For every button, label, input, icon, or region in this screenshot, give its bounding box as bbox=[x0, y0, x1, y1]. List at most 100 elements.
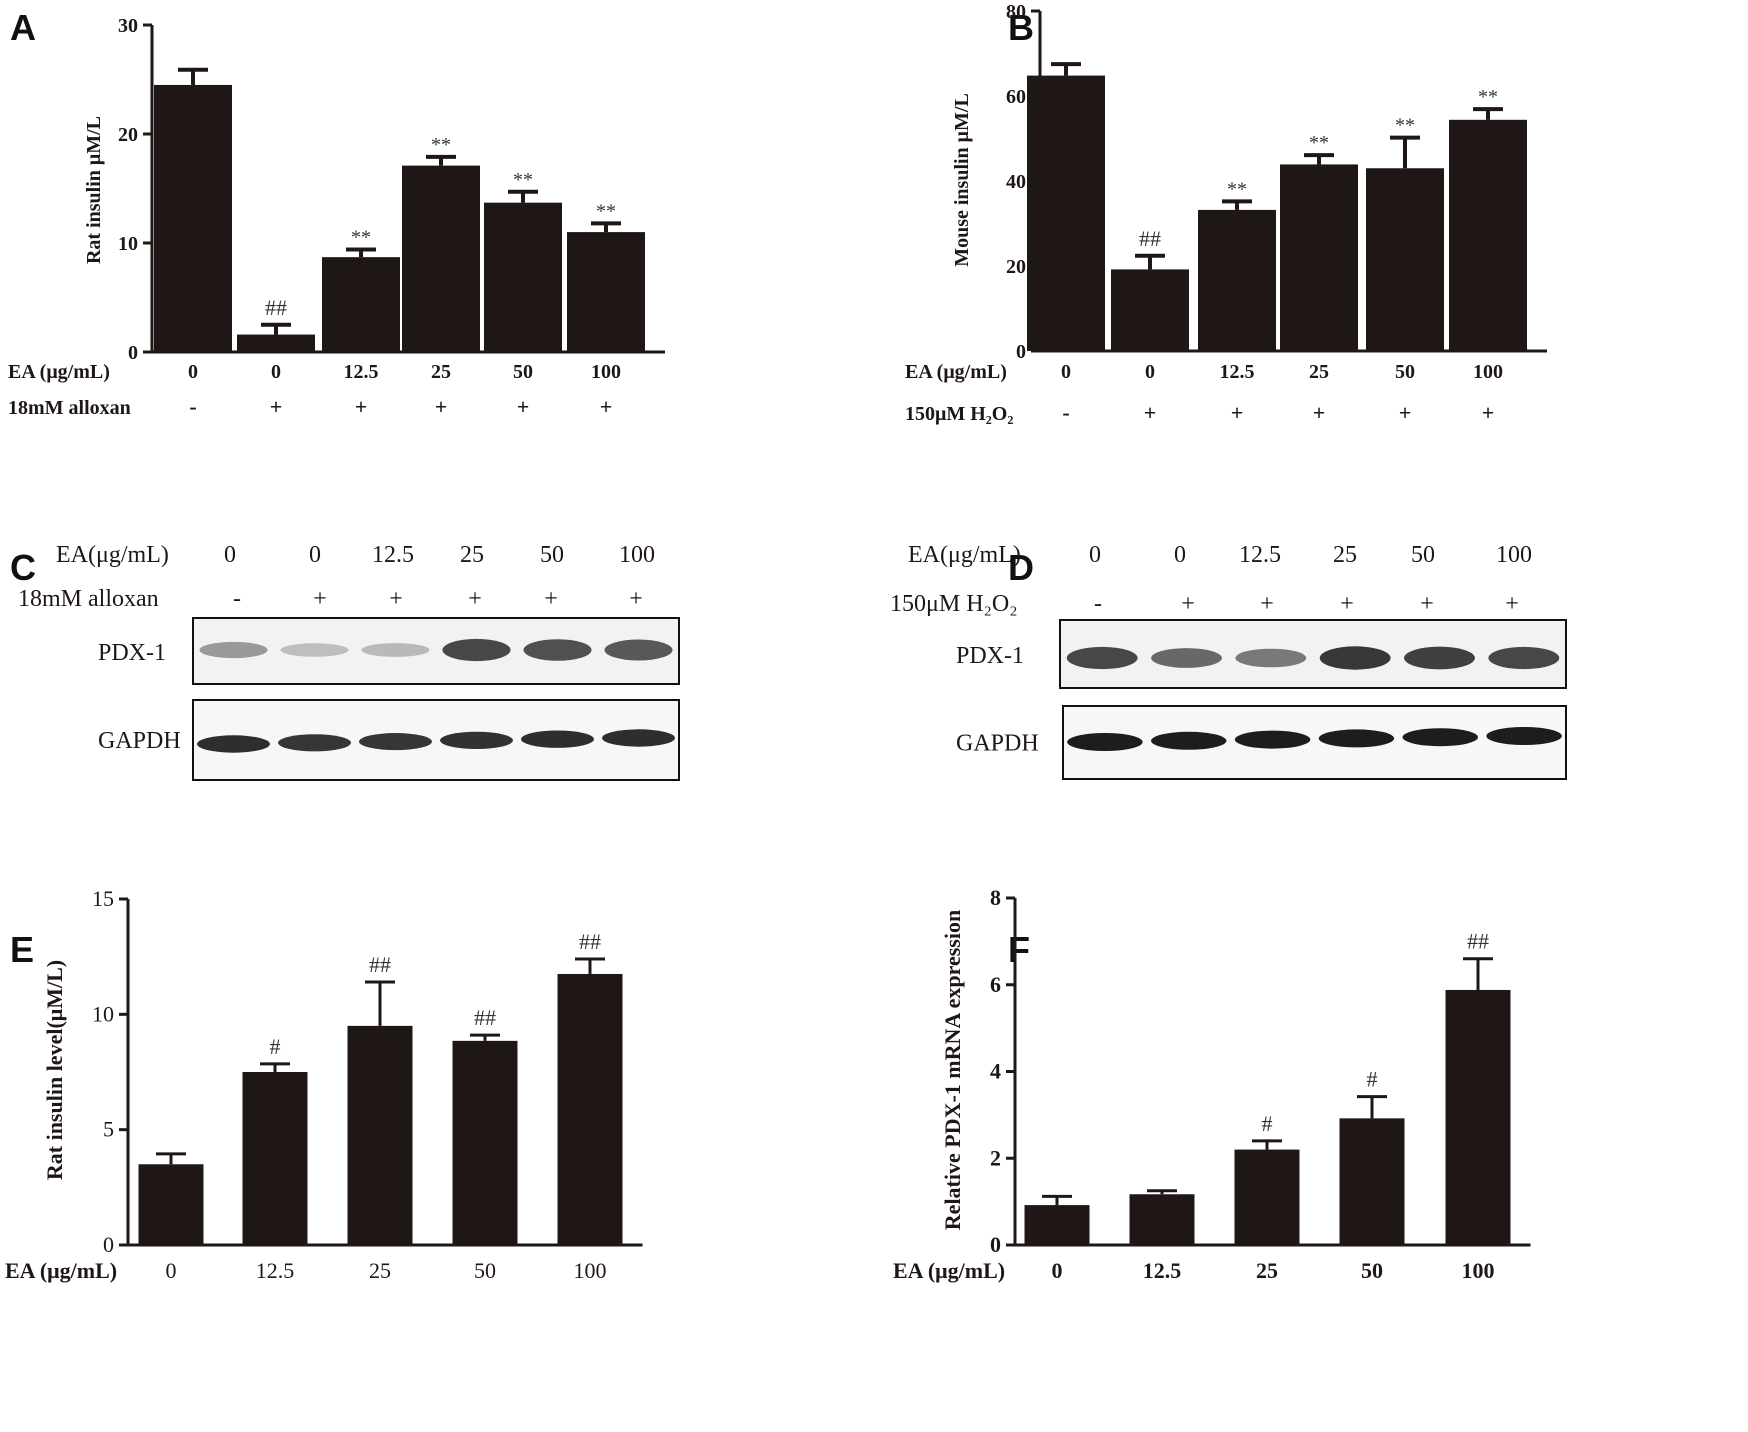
significance-label: ** bbox=[513, 169, 533, 191]
treatment-sign: - bbox=[189, 394, 196, 419]
pdx1-band bbox=[1488, 646, 1560, 670]
bar bbox=[154, 84, 232, 352]
blot-treatment-sign: + bbox=[1505, 591, 1519, 617]
y-tick-label: 20 bbox=[1006, 256, 1026, 278]
blot-dose-label: EA(μg/mL) bbox=[56, 542, 169, 568]
x-tick-label: 50 bbox=[1361, 1258, 1383, 1283]
x-tick-label: 12.5 bbox=[1220, 361, 1255, 383]
blot-membrane-pdx1 bbox=[192, 617, 680, 685]
chart-panel-a: 0 10 20 30 Rat insulin μM/L 0 - ## 0 + ** 12.5 + ** 25… bbox=[8, 15, 665, 419]
bar bbox=[322, 257, 400, 352]
y-tick-label: 4 bbox=[990, 1059, 1001, 1084]
bar bbox=[1339, 1118, 1405, 1245]
y-tick-label: 0 bbox=[103, 1232, 114, 1257]
x-tick-label: 50 bbox=[513, 361, 533, 383]
significance-label: ## bbox=[265, 295, 287, 320]
pdx1-band bbox=[280, 643, 349, 657]
treatment-sign: + bbox=[1231, 400, 1244, 425]
panel-letter-c: C bbox=[10, 547, 36, 588]
x-tick-label: 0 bbox=[1052, 1258, 1063, 1283]
significance-label: # bbox=[1262, 1111, 1273, 1136]
y-tick-label: 5 bbox=[103, 1117, 114, 1142]
band-label-gapdh: GAPDH bbox=[98, 728, 181, 754]
blot-membrane-gapdh bbox=[192, 699, 680, 781]
bar bbox=[1024, 1205, 1090, 1245]
blot-dose-value: 12.5 bbox=[372, 542, 414, 568]
bar bbox=[347, 1025, 413, 1245]
blot-dose-value: 0 bbox=[309, 542, 321, 568]
x-tick-label: 50 bbox=[474, 1258, 496, 1283]
blot-treatment-label: 150μM H₂O₂ bbox=[890, 591, 1018, 617]
blot-dose-value: 0 bbox=[224, 542, 236, 568]
blot-dose-value: 0 bbox=[1174, 542, 1186, 568]
significance-label: ** bbox=[1478, 86, 1498, 108]
blot-treatment-sign: + bbox=[468, 586, 482, 612]
x-tick-label: 12.5 bbox=[344, 361, 379, 383]
pdx1-band bbox=[1066, 646, 1138, 670]
y-tick-label: 15 bbox=[92, 886, 114, 911]
bar bbox=[1129, 1194, 1195, 1245]
treatment-sign: + bbox=[517, 394, 530, 419]
gapdh-band bbox=[197, 735, 270, 753]
blot-treatment-sign: + bbox=[1340, 591, 1354, 617]
treatment-sign: - bbox=[1062, 400, 1069, 425]
significance-label: ** bbox=[431, 134, 451, 156]
x-tick-label: 12.5 bbox=[1143, 1258, 1182, 1283]
gapdh-band bbox=[1151, 731, 1227, 750]
blot-treatment-label: 18mM alloxan bbox=[18, 586, 159, 612]
bar bbox=[1111, 269, 1189, 351]
treatment-sign: + bbox=[270, 394, 283, 419]
bar bbox=[1449, 119, 1527, 351]
y-tick-label: 40 bbox=[1006, 171, 1026, 193]
y-axis-label: Rat insulin μM/L bbox=[83, 116, 105, 264]
bar bbox=[138, 1164, 204, 1245]
blot-treatment-sign: + bbox=[629, 586, 643, 612]
pdx1-band bbox=[1235, 648, 1307, 668]
blot-membrane-gapdh bbox=[1062, 705, 1567, 780]
blot-treatment-sign: + bbox=[389, 586, 403, 612]
significance-label: ## bbox=[1139, 226, 1161, 251]
bar bbox=[402, 165, 480, 352]
bar bbox=[1366, 168, 1444, 351]
treatment-sign: + bbox=[600, 394, 613, 419]
y-axis-label: Rat insulin level(μM/L) bbox=[42, 960, 67, 1180]
y-tick-label: 6 bbox=[990, 972, 1001, 997]
y-tick-label: 10 bbox=[92, 1001, 114, 1026]
band-label-pdx1: PDX-1 bbox=[956, 643, 1024, 669]
significance-label: ** bbox=[1395, 115, 1415, 137]
significance-label: # bbox=[270, 1034, 281, 1059]
gapdh-band bbox=[440, 731, 513, 750]
pdx1-band bbox=[1151, 648, 1222, 668]
blot-dose-value: 25 bbox=[1333, 542, 1357, 568]
gapdh-band bbox=[602, 729, 675, 747]
bar bbox=[452, 1040, 518, 1245]
significance-label: ## bbox=[1467, 929, 1489, 954]
gapdh-band bbox=[1402, 728, 1478, 747]
significance-label: ** bbox=[1227, 178, 1247, 200]
treatment-sign: + bbox=[1313, 400, 1326, 425]
x-tick-label: 0 bbox=[1145, 361, 1155, 383]
treatment-sign: + bbox=[355, 394, 368, 419]
chart-panel-f: 0 2 4 6 8 Relative PDX-1 mRNA expression 0 12.5… bbox=[893, 885, 1531, 1283]
gapdh-band bbox=[359, 733, 432, 751]
x-tick-label: 12.5 bbox=[256, 1258, 295, 1283]
x-row-label-dose: EA (μg/mL) bbox=[905, 361, 1007, 383]
x-tick-label: 25 bbox=[1256, 1258, 1278, 1283]
x-tick-label: 100 bbox=[591, 361, 621, 383]
y-tick-label: 10 bbox=[118, 233, 138, 255]
panel-letter-e: E bbox=[10, 929, 34, 970]
blot-treatment-sign: - bbox=[233, 586, 241, 612]
x-tick-label: 25 bbox=[431, 361, 451, 383]
blot-treatment-sign: - bbox=[1094, 591, 1102, 617]
y-tick-label: 80 bbox=[1006, 1, 1026, 23]
panel-letter-a: A bbox=[10, 7, 36, 48]
gapdh-band bbox=[1234, 730, 1311, 749]
blot-treatment-sign: + bbox=[544, 586, 558, 612]
blot-treatment-sign: + bbox=[1260, 591, 1274, 617]
blot-treatment-sign: + bbox=[313, 586, 327, 612]
gapdh-band bbox=[1486, 727, 1562, 745]
blot-dose-value: 12.5 bbox=[1239, 542, 1281, 568]
treatment-sign: + bbox=[1399, 400, 1412, 425]
y-tick-label: 2 bbox=[990, 1145, 1001, 1170]
